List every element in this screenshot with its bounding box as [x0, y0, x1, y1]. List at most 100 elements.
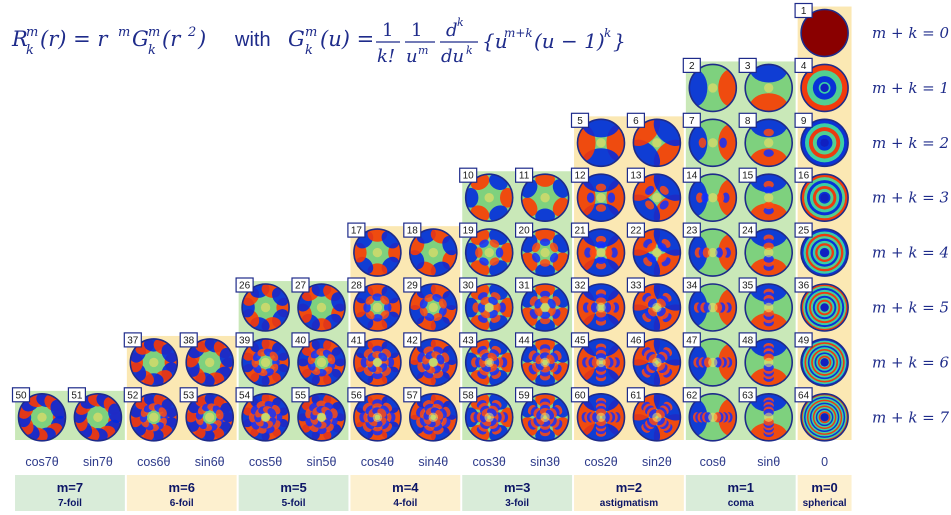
group-desc-label: coma	[728, 498, 755, 509]
group-m-label: m=5	[280, 480, 306, 495]
group-m-label: m=2	[616, 480, 642, 495]
zernike-cell-45: 45	[570, 332, 626, 387]
svg-text:1: 1	[382, 20, 393, 41]
zernike-cell-47: 47	[682, 332, 738, 387]
cell-number: 28	[351, 281, 363, 292]
cell-number: 50	[15, 390, 27, 401]
cell-number: 34	[686, 281, 698, 292]
svg-text:m: m	[148, 25, 160, 40]
trig-label: sin6θ	[195, 455, 225, 469]
cell-number-box	[514, 167, 534, 183]
cell-number-box	[682, 112, 701, 128]
cell-number-box	[682, 222, 701, 238]
cell-number-box	[347, 277, 366, 293]
cell-number: 17	[351, 226, 363, 237]
group-band-m=5	[238, 475, 349, 511]
group-m-label: m=4	[392, 480, 419, 495]
cell-number: 22	[630, 226, 642, 237]
cell-number-box	[570, 112, 590, 128]
trig-label: sin4θ	[418, 455, 448, 469]
zernike-cell-19: 19	[459, 222, 514, 277]
cell-number: 63	[742, 390, 754, 401]
group-m-label: m=6	[169, 480, 195, 495]
trig-label: cos7θ	[25, 455, 58, 469]
cell-number-box	[514, 222, 534, 238]
cell-number: 9	[801, 116, 807, 127]
zernike-cell-34: 34	[682, 277, 738, 332]
footer: cos7θ sin7θ cos6θ sin6θ cos5θ sin5θ cos4θ sin4θ…	[15, 455, 852, 511]
zernike-cell-18: 18	[403, 222, 458, 277]
cell-number-box	[11, 387, 31, 403]
trig-label: sinθ	[757, 455, 780, 469]
zernike-cell-55: 55	[291, 387, 346, 442]
cell-number: 39	[239, 335, 251, 346]
svg-text:m: m	[418, 44, 428, 57]
zernike-cell-44: 44	[514, 332, 570, 387]
cell-number-box	[235, 387, 254, 403]
svg-text:u: u	[406, 46, 418, 67]
zernike-cell-59: 59	[514, 387, 570, 442]
cell-number: 18	[407, 226, 419, 237]
group-desc-label: 4-foil	[393, 498, 417, 509]
cell-number-box	[626, 112, 646, 128]
cell-number: 31	[519, 281, 531, 292]
trig-label: cos3θ	[473, 455, 506, 469]
cell-number: 56	[351, 390, 363, 401]
row-label-4: m + k = 4	[872, 244, 949, 262]
cell-number-box	[738, 167, 757, 183]
zernike-cell-17: 17	[347, 222, 402, 277]
svg-text:m: m	[118, 25, 130, 40]
cell-number-box	[682, 277, 701, 293]
svg-text:d: d	[446, 20, 458, 41]
svg-text:k: k	[148, 43, 156, 58]
zernike-cell-62: 62	[682, 387, 738, 442]
cell-number-box	[570, 222, 590, 238]
group-band-m=0	[797, 475, 852, 511]
zernike-cell-9: 9	[794, 112, 849, 168]
row-label-1: m + k = 1	[872, 79, 949, 97]
svg-text:m: m	[26, 25, 38, 40]
group-desc-label: spherical	[803, 498, 847, 509]
svg-text:k: k	[305, 43, 313, 58]
cell-number-box	[403, 277, 422, 293]
zernike-cell-36: 36	[794, 277, 849, 332]
cell-number: 55	[295, 390, 307, 401]
trig-label: sin3θ	[530, 455, 560, 469]
zernike-cell-41: 41	[347, 332, 402, 387]
zernike-cell-38: 38	[179, 332, 234, 387]
zernike-cell-4: 4	[794, 57, 849, 113]
svg-text:m: m	[305, 25, 317, 40]
zernike-cell-57: 57	[403, 387, 458, 442]
cell-number: 12	[574, 171, 586, 182]
cell-number-box	[570, 167, 590, 183]
cell-number: 24	[742, 226, 754, 237]
cell-number: 7	[689, 116, 695, 127]
group-desc-label: 3-foil	[505, 498, 529, 509]
zernike-cell-1: 1	[794, 2, 849, 58]
zernike-cell-49: 49	[794, 332, 849, 387]
zernike-cell-32: 32	[570, 277, 626, 332]
cell-number: 46	[630, 335, 642, 346]
row-label-0: m + k = 0	[872, 24, 950, 42]
zernike-cell-24: 24	[738, 222, 794, 277]
cell-number: 14	[686, 171, 698, 182]
zernike-cell-56: 56	[347, 387, 402, 442]
cell-number: 10	[463, 171, 475, 182]
cell-number: 21	[574, 226, 586, 237]
group-m-label: m=3	[504, 480, 530, 495]
cell-number: 48	[742, 335, 754, 346]
cell-number-box	[347, 222, 366, 238]
cell-number-box	[794, 112, 813, 128]
cell-number-box	[347, 332, 366, 348]
cell-number-box	[682, 332, 701, 348]
cell-number-box	[738, 277, 757, 293]
group-band-m=4	[350, 475, 461, 511]
trig-label: 0	[821, 455, 828, 469]
cell-number-box	[626, 277, 646, 293]
zernike-cell-61: 61	[626, 387, 682, 442]
zernike-cell-21: 21	[570, 222, 626, 277]
cell-number: 64	[798, 390, 810, 401]
svg-text:}: }	[613, 29, 626, 53]
cell-number-box	[794, 2, 813, 19]
